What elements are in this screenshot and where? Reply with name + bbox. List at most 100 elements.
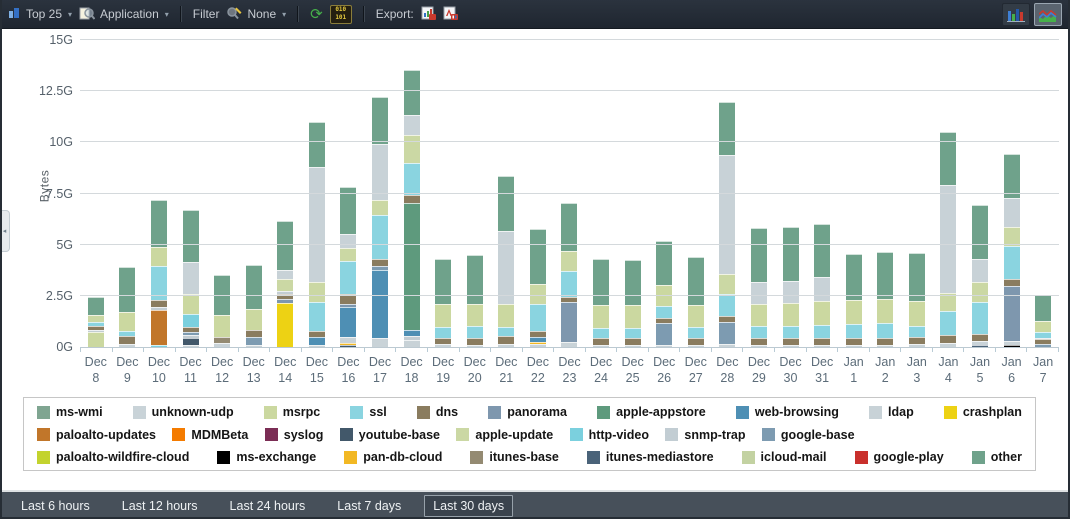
bar-jan-4[interactable] xyxy=(933,40,965,347)
legend-item-unknown-udp[interactable]: unknown-udp xyxy=(133,405,234,419)
stacked-bar xyxy=(119,267,135,347)
bar-dec-11[interactable] xyxy=(175,40,207,347)
legend-item-pan-db-cloud[interactable]: pan-db-cloud xyxy=(344,450,442,464)
legend-swatch-itunes-base xyxy=(470,451,483,464)
legend-item-ldap[interactable]: ldap xyxy=(869,405,914,419)
bar-dec-18[interactable] xyxy=(396,40,428,347)
chart-mode-line-button[interactable] xyxy=(1034,3,1062,26)
legend-item-ms-exchange[interactable]: ms-exchange xyxy=(217,450,316,464)
legend-item-MDMBeta[interactable]: MDMBeta xyxy=(172,428,248,442)
legend-item-dns[interactable]: dns xyxy=(417,405,458,419)
legend-item-snmp-trap[interactable]: snmp-trap xyxy=(665,428,745,442)
segment-dns xyxy=(404,195,420,203)
bar-dec-13[interactable] xyxy=(238,40,270,347)
segment-google-base xyxy=(719,322,735,343)
filter-dropdown[interactable]: None ▾ xyxy=(226,6,286,23)
export-pdf-icon[interactable] xyxy=(443,6,458,23)
bar-dec-17[interactable] xyxy=(364,40,396,347)
legend-item-icloud-mail[interactable]: icloud-mail xyxy=(742,450,827,464)
segment-msrpc xyxy=(183,294,199,314)
legend-item-paloalto-updates[interactable]: paloalto-updates xyxy=(37,428,156,442)
legend-item-crashplan[interactable]: crashplan xyxy=(944,405,1022,419)
legend-swatch-pan-db-cloud xyxy=(344,451,357,464)
x-tick-label: Dec18 xyxy=(396,354,428,386)
segment-apple-update xyxy=(972,282,988,302)
sidebar-collapse-handle[interactable]: ◂ xyxy=(0,210,10,252)
bar-dec-19[interactable] xyxy=(427,40,459,347)
gridline xyxy=(80,193,1059,194)
legend-swatch-ms-wmi xyxy=(37,406,50,419)
legend-item-apple-update[interactable]: apple-update xyxy=(456,428,553,442)
segment-dns xyxy=(814,338,830,345)
bar-jan-5[interactable] xyxy=(964,40,996,347)
segment-other xyxy=(467,255,483,304)
range-button-last-6-hours[interactable]: Last 6 hours xyxy=(12,495,99,517)
bar-dec-31[interactable] xyxy=(806,40,838,347)
bar-dec-14[interactable] xyxy=(269,40,301,347)
bar-dec-9[interactable] xyxy=(112,40,144,347)
bar-jan-2[interactable] xyxy=(869,40,901,347)
bar-dec-10[interactable] xyxy=(143,40,175,347)
top-n-dropdown[interactable]: Top 25 ▾ xyxy=(8,6,72,22)
bar-dec-22[interactable] xyxy=(522,40,554,347)
bar-dec-16[interactable] xyxy=(333,40,365,347)
segment-paloalto-updates xyxy=(151,310,167,345)
legend-item-itunes-mediastore[interactable]: itunes-mediastore xyxy=(587,450,714,464)
bar-dec-29[interactable] xyxy=(743,40,775,347)
bar-dec-26[interactable] xyxy=(648,40,680,347)
bar-dec-12[interactable] xyxy=(206,40,238,347)
bar-dec-8[interactable] xyxy=(80,40,112,347)
bar-dec-30[interactable] xyxy=(775,40,807,347)
bar-dec-28[interactable] xyxy=(712,40,744,347)
segment-ldap xyxy=(498,231,514,304)
segment-msrpc xyxy=(909,301,925,325)
refresh-clock-icon[interactable]: ⟳ xyxy=(310,7,323,21)
stacked-bar xyxy=(277,221,293,347)
legend-item-http-video[interactable]: http-video xyxy=(570,428,649,442)
segment-dns xyxy=(372,259,388,266)
legend-label: MDMBeta xyxy=(191,428,248,442)
stacked-bar xyxy=(814,224,830,347)
range-button-last-30-days[interactable]: Last 30 days xyxy=(424,495,513,517)
bar-jan-7[interactable] xyxy=(1027,40,1059,347)
legend-item-paloalto-wildfire-cloud[interactable]: paloalto-wildfire-cloud xyxy=(37,450,189,464)
group-by-dropdown[interactable]: Application ▾ xyxy=(79,6,169,23)
bar-jan-1[interactable] xyxy=(838,40,870,347)
legend-item-web-browsing[interactable]: web-browsing xyxy=(736,405,839,419)
legend-item-apple-appstore[interactable]: apple-appstore xyxy=(597,405,706,419)
stacked-bar xyxy=(972,205,988,347)
raw-data-icon[interactable]: 010101 xyxy=(330,5,352,24)
stacked-bar xyxy=(404,70,420,347)
x-tick-label: Dec13 xyxy=(238,354,270,386)
legend-item-google-play[interactable]: google-play xyxy=(855,450,944,464)
legend-item-itunes-base[interactable]: itunes-base xyxy=(470,450,558,464)
segment-apple-update xyxy=(309,282,325,301)
legend-item-syslog[interactable]: syslog xyxy=(265,428,324,442)
bar-jan-6[interactable] xyxy=(996,40,1028,347)
range-button-last-12-hours[interactable]: Last 12 hours xyxy=(113,495,207,517)
bar-jan-3[interactable] xyxy=(901,40,933,347)
bar-dec-21[interactable] xyxy=(491,40,523,347)
bar-dec-24[interactable] xyxy=(585,40,617,347)
bar-dec-23[interactable] xyxy=(554,40,586,347)
legend-item-panorama[interactable]: panorama xyxy=(488,405,567,419)
legend-item-msrpc[interactable]: msrpc xyxy=(264,405,321,419)
segment-other xyxy=(151,200,167,247)
legend-item-ssl[interactable]: ssl xyxy=(350,405,386,419)
bar-dec-27[interactable] xyxy=(680,40,712,347)
legend-item-ms-wmi[interactable]: ms-wmi xyxy=(37,405,103,419)
bar-dec-20[interactable] xyxy=(459,40,491,347)
bar-dec-25[interactable] xyxy=(617,40,649,347)
chart-mode-bar-button[interactable] xyxy=(1002,3,1030,26)
range-button-last-7-days[interactable]: Last 7 days xyxy=(328,495,410,517)
range-button-last-24-hours[interactable]: Last 24 hours xyxy=(221,495,315,517)
segment-ssl xyxy=(435,327,451,338)
legend-item-other[interactable]: other xyxy=(972,450,1022,464)
export-excel-icon[interactable] xyxy=(421,6,436,23)
segment-other xyxy=(309,122,325,167)
bar-dec-15[interactable] xyxy=(301,40,333,347)
legend-item-google-base[interactable]: google-base xyxy=(762,428,855,442)
segment-apple-update xyxy=(404,135,420,164)
legend-item-youtube-base[interactable]: youtube-base xyxy=(340,428,440,442)
segment-other xyxy=(751,228,767,281)
